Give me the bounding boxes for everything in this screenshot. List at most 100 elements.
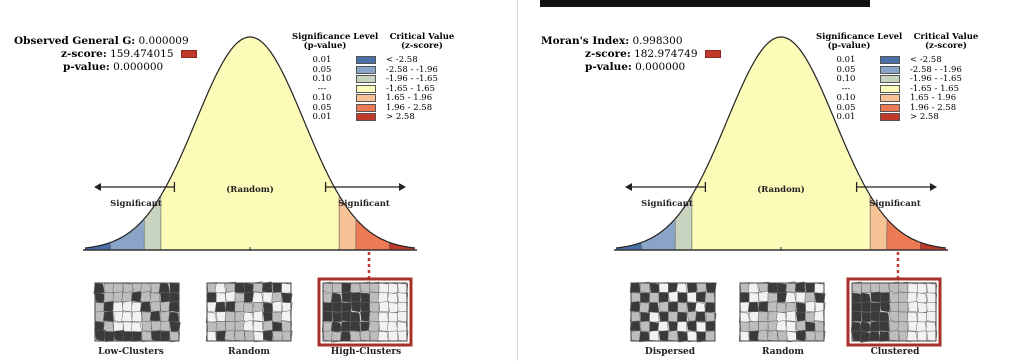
map-polygon <box>350 292 361 303</box>
map-polygon <box>130 321 142 333</box>
thumbnail-map <box>738 281 826 343</box>
map-polygon <box>649 311 660 323</box>
map-polygon <box>907 282 918 294</box>
map-polygon <box>704 302 716 313</box>
observed-stat: Observed General G: 0.000009 <box>14 35 189 47</box>
map-polygon <box>262 292 273 303</box>
map-polygon <box>141 320 153 332</box>
map-polygon <box>150 320 162 332</box>
bell-curve-outline <box>615 36 947 249</box>
legend-header-significance-sub: (p-value) <box>827 41 871 51</box>
map-polygon <box>677 311 688 323</box>
map-polygon <box>139 301 152 313</box>
legend-swatch <box>880 103 900 112</box>
legend-header-significance: Significance Level (p-value) <box>816 33 902 51</box>
legend-swatch <box>880 75 900 83</box>
map-polygon <box>889 329 900 342</box>
map-polygon <box>341 291 352 303</box>
map-polygon <box>639 302 650 314</box>
map-polygon <box>758 301 769 313</box>
map-polygon <box>686 320 698 332</box>
map-polygon <box>360 302 372 313</box>
map-polygon <box>639 281 650 293</box>
significant-right-label: Significant <box>869 199 921 209</box>
curve-region-z-neg-2-58-to-neg-1-96 <box>110 219 145 250</box>
map-polygon <box>668 301 678 313</box>
map-polygon <box>640 292 650 304</box>
map-polygon <box>686 331 698 343</box>
left-arrow-head <box>625 183 632 191</box>
map-polygon <box>898 281 909 293</box>
map-polygon <box>339 331 352 342</box>
map-polygon <box>215 292 226 304</box>
map-polygon <box>915 321 927 332</box>
map-polygon <box>160 301 171 313</box>
map-polygon <box>638 331 650 343</box>
map-polygon <box>677 331 689 343</box>
legend-critical-value: < -2.58 <box>386 55 418 65</box>
map-polygon <box>224 329 236 342</box>
map-polygon <box>251 292 264 303</box>
map-polygon <box>898 292 909 303</box>
map-polygon <box>757 329 769 342</box>
observed-stat-label: Observed General G: <box>14 35 136 47</box>
map-polygon <box>696 321 707 333</box>
legend-pvalue: 0.01 <box>836 112 856 122</box>
map-polygon <box>795 302 807 314</box>
map-polygon <box>112 301 124 313</box>
legend-critical-value: 1.65 - 1.96 <box>910 93 957 103</box>
map-polygon <box>906 292 918 303</box>
z-score-marker <box>180 50 197 58</box>
legend-header-significance-sub: (p-value) <box>303 41 347 51</box>
map-polygon <box>103 300 114 313</box>
map-polygon <box>225 301 236 313</box>
map-polygon <box>272 282 283 294</box>
map-caption-right: High-Clusters <box>330 347 402 357</box>
map-polygon <box>234 301 245 313</box>
map-polygon <box>805 282 816 294</box>
map-polygon <box>767 282 778 293</box>
map-polygon <box>861 311 872 323</box>
map-border <box>94 282 180 342</box>
map-polygon <box>159 330 170 342</box>
z-score-value: 159.474015 <box>110 48 174 60</box>
map-polygon <box>869 321 881 332</box>
map-polygon <box>686 291 698 303</box>
map-polygon <box>272 330 284 342</box>
map-polygon <box>814 321 825 333</box>
map-polygon <box>168 301 180 313</box>
map-polygon <box>150 300 161 313</box>
map-polygon <box>225 281 237 293</box>
map-polygon <box>749 330 759 342</box>
map-polygon <box>786 331 798 343</box>
observed-stat-label: Moran's Index: <box>541 35 630 47</box>
curve-region-z-neg-1-96-to-neg-1-65 <box>144 196 161 250</box>
legend-header-critical: Critical Value (z-score) <box>382 33 462 51</box>
significant-left-label: Significant <box>641 199 693 209</box>
map-polygon <box>668 311 678 322</box>
map-border <box>322 282 408 342</box>
map-polygon <box>214 282 226 294</box>
map-polygon <box>906 331 918 342</box>
map-polygon <box>813 310 825 322</box>
map-polygon <box>253 331 265 343</box>
map-polygon <box>860 301 871 313</box>
map-polygon <box>272 300 283 313</box>
map-polygon <box>785 321 797 332</box>
z-score-label: z-score: <box>585 48 631 60</box>
legend-swatch <box>880 56 900 64</box>
map-polygon <box>925 321 937 333</box>
highlight-frame <box>317 277 413 347</box>
map-polygon <box>851 302 862 313</box>
map-polygon <box>657 321 669 332</box>
observed-stat-value: 0.998300 <box>632 35 683 47</box>
map-polygon <box>851 311 862 322</box>
legend-swatch <box>356 56 376 64</box>
map-polygon <box>103 292 114 303</box>
legend-pvalue: 0.05 <box>836 64 856 75</box>
map-polygon <box>739 292 750 303</box>
map-caption-left: Dispersed <box>644 347 696 357</box>
map-polygon <box>262 329 274 342</box>
map-polygon <box>878 331 890 342</box>
map-polygon <box>94 302 105 313</box>
